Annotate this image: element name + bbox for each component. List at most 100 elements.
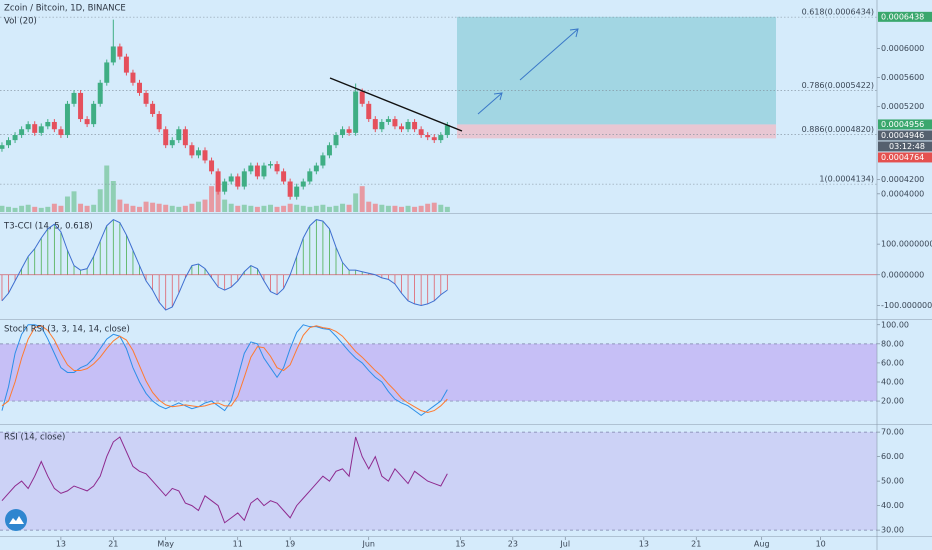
volume-bar bbox=[64, 196, 70, 212]
candle-body bbox=[346, 129, 352, 133]
volume-bar bbox=[19, 205, 25, 212]
volume-bar bbox=[78, 203, 84, 212]
volume-bar bbox=[222, 199, 228, 212]
plot-layer: 0.618(0.0006434) 0.786(0.0005422) 0.886(0.… bbox=[0, 8, 932, 549]
volume-bar bbox=[91, 204, 97, 212]
y-tick-label: 60.00 bbox=[881, 452, 904, 461]
candle-body bbox=[313, 165, 319, 172]
y-tick-label: 0.0005600 bbox=[881, 73, 924, 82]
indicator-line bbox=[1, 219, 448, 311]
candle-body bbox=[58, 129, 64, 136]
candle-body bbox=[209, 160, 215, 172]
candle-body bbox=[110, 46, 116, 63]
arrow bbox=[519, 28, 579, 81]
trend-line bbox=[329, 77, 463, 132]
y-tick-label: 0.0006000 bbox=[881, 44, 924, 53]
volume-bar bbox=[6, 206, 12, 212]
countdown-tag bbox=[878, 141, 932, 152]
candle-body bbox=[366, 103, 372, 120]
candle-body bbox=[123, 56, 129, 73]
volume-bar bbox=[274, 206, 280, 212]
x-tick-label: May bbox=[157, 540, 174, 549]
candle-body bbox=[372, 119, 378, 130]
volume-bar bbox=[110, 181, 116, 212]
candle-body bbox=[150, 103, 156, 114]
volume-bar bbox=[176, 206, 182, 212]
y-tick-label: 80.00 bbox=[881, 339, 904, 348]
y-tick-label: 20.00 bbox=[881, 397, 904, 406]
y-tick-label: 100.00 bbox=[881, 320, 909, 329]
volume-bar bbox=[248, 205, 254, 212]
price-tag bbox=[878, 152, 932, 163]
candle-body bbox=[333, 135, 339, 146]
volume-bar bbox=[431, 202, 437, 212]
y-tick-label: 0.0005200 bbox=[881, 102, 924, 111]
candle-body bbox=[130, 72, 136, 83]
candle-body bbox=[222, 181, 228, 192]
candle-body bbox=[254, 165, 260, 177]
price-tag-label: 0.0004956 bbox=[881, 120, 924, 129]
cci-title: T3-CCI (14, 5, 0.618) bbox=[3, 222, 93, 232]
volume-bar bbox=[163, 204, 169, 212]
fib-label: 0.786(0.0005422) bbox=[802, 81, 874, 90]
candle-body bbox=[405, 121, 411, 130]
price-tag-label: 0.0004764 bbox=[881, 153, 924, 162]
candle-body bbox=[182, 129, 188, 146]
candle-body bbox=[438, 135, 444, 141]
candle-body bbox=[340, 129, 346, 136]
candle-body bbox=[425, 135, 431, 138]
indicator-line bbox=[1, 436, 448, 524]
volume-bar bbox=[25, 204, 31, 212]
candle-body bbox=[268, 164, 273, 166]
candle-body bbox=[385, 119, 391, 122]
candle-body bbox=[38, 126, 44, 133]
x-tick-label: Aug bbox=[754, 540, 770, 549]
x-tick-label: 10 bbox=[816, 540, 826, 549]
price-tag bbox=[878, 11, 932, 22]
candle-body bbox=[359, 91, 365, 104]
x-tick-label: 13 bbox=[56, 540, 66, 549]
candle-body bbox=[274, 164, 280, 172]
volume-bar bbox=[300, 205, 306, 212]
volume-bar bbox=[143, 201, 149, 212]
volume-bar bbox=[268, 204, 273, 212]
candle-body bbox=[104, 62, 110, 83]
y-tick-label: 40.00 bbox=[881, 377, 904, 386]
volume-bar bbox=[359, 186, 365, 212]
volume-title: Vol (20) bbox=[4, 17, 37, 27]
candle-body bbox=[202, 150, 208, 161]
volume-bar bbox=[45, 206, 51, 212]
x-tick-label: 23 bbox=[508, 540, 518, 549]
volume-bar bbox=[71, 191, 77, 212]
candle-body bbox=[248, 165, 254, 172]
volume-bar bbox=[58, 205, 64, 212]
volume-bar bbox=[51, 203, 57, 212]
candle-body bbox=[300, 181, 306, 187]
volume-bar bbox=[241, 204, 247, 212]
countdown: 03:12:48 bbox=[889, 142, 925, 151]
candle-body bbox=[353, 91, 359, 133]
volume-bar bbox=[12, 207, 18, 212]
volume-bar bbox=[405, 205, 411, 212]
candle-body bbox=[392, 119, 398, 127]
volume-bar bbox=[399, 206, 404, 212]
band bbox=[0, 432, 877, 531]
candle-body bbox=[326, 145, 332, 156]
volume-bar bbox=[254, 206, 260, 212]
candle-body bbox=[51, 121, 57, 130]
logo-mark bbox=[9, 516, 24, 524]
volume-bar bbox=[32, 206, 38, 212]
volume-bar bbox=[261, 205, 267, 212]
candle-body bbox=[287, 181, 293, 197]
y-tick-label: 70.00 bbox=[881, 428, 904, 437]
x-tick-label: 13 bbox=[639, 540, 649, 549]
fib-label: 1(0.0004134) bbox=[819, 175, 874, 184]
x-tick-label: 21 bbox=[108, 540, 118, 549]
candle-body bbox=[25, 124, 31, 130]
y-tick-label: 0.0004000 bbox=[881, 189, 924, 198]
x-tick-label: 15 bbox=[455, 540, 465, 549]
volume-bar bbox=[353, 193, 359, 212]
candle-body bbox=[176, 129, 182, 141]
candle-body bbox=[0, 145, 5, 149]
arrows bbox=[477, 28, 579, 115]
